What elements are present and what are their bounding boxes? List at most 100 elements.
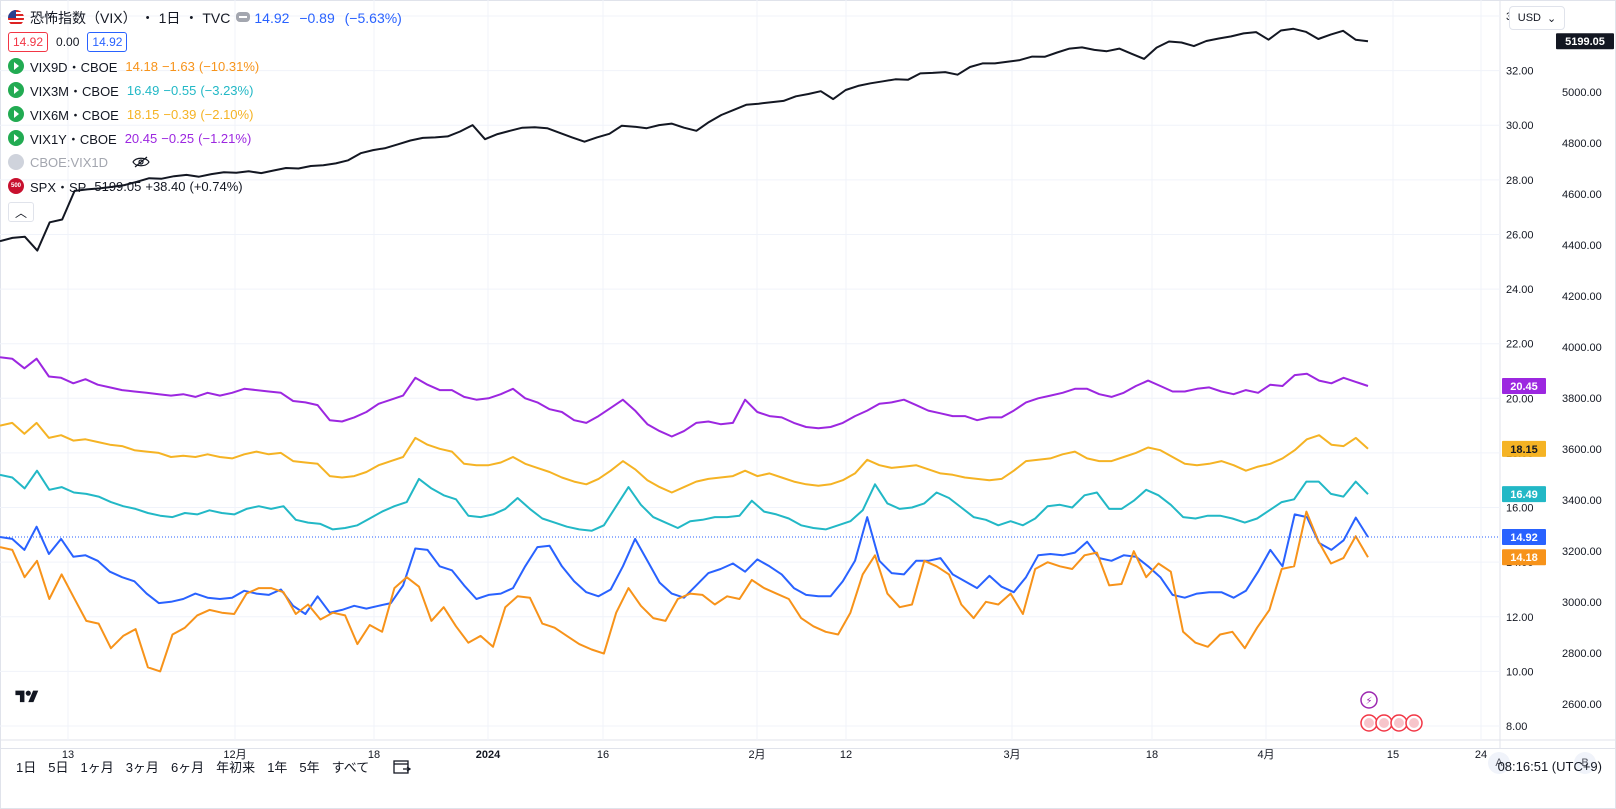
price-axis-left: 8.0010.0012.0014.0016.0018.0020.0022.002… bbox=[1506, 11, 1534, 733]
time-axis-tick-label: 18 bbox=[1146, 749, 1158, 761]
price-tag-bg bbox=[1556, 33, 1614, 50]
legend-values: 14.18 −1.63 (−10.31%) bbox=[125, 59, 263, 74]
legend-row[interactable]: CBOE:VIX1D bbox=[8, 150, 408, 174]
right-axis-tick-label: 4000.00 bbox=[1562, 342, 1602, 354]
legend-row[interactable]: 500 SPX・SP 5199.05 +38.40 (+0.74%) bbox=[8, 174, 408, 198]
header-values: 14.92 −0.89 (−5.63%) bbox=[254, 10, 407, 26]
clock-readout[interactable]: 08:16:51 (UTC+9) bbox=[1497, 759, 1602, 774]
time-axis-tick-label: 12月 bbox=[223, 749, 246, 761]
time-axis-tick-label: 16 bbox=[597, 749, 609, 761]
legend-values: 20.45 −0.25 (−1.21%) bbox=[125, 131, 256, 146]
currency-select[interactable]: USD ⌄ bbox=[1509, 6, 1565, 30]
left-axis-tick-label: 24.00 bbox=[1506, 284, 1534, 296]
right-axis-tick-label: 3600.00 bbox=[1562, 444, 1602, 456]
spx-icon: 500 bbox=[8, 178, 24, 194]
time-axis-tick-label: 15 bbox=[1387, 749, 1399, 761]
ohlc-row: 14.92 0.00 14.92 bbox=[8, 30, 408, 54]
series-line[interactable] bbox=[0, 421, 1369, 494]
range-button[interactable]: 5日 bbox=[48, 760, 69, 775]
legend-row[interactable]: VIX9D・CBOE 14.18 −1.63 (−10.31%) bbox=[8, 54, 408, 78]
range-button[interactable]: すべて bbox=[331, 760, 370, 775]
tradingview-logo-icon[interactable] bbox=[12, 688, 42, 706]
price-tag-label: 14.18 bbox=[1510, 552, 1538, 564]
right-axis-tick-label: 4200.00 bbox=[1562, 291, 1602, 303]
price-tag-label: 5199.05 bbox=[1565, 36, 1605, 48]
hide-legend-button[interactable] bbox=[236, 12, 250, 22]
hidden-eye-icon[interactable] bbox=[132, 156, 150, 168]
spread-value: 0.00 bbox=[56, 35, 80, 49]
right-axis-tick-label: 5000.00 bbox=[1562, 87, 1602, 99]
legend-change: −0.25 bbox=[161, 130, 195, 146]
price-change-pct: (−5.63%) bbox=[344, 10, 402, 26]
series-line[interactable] bbox=[0, 27, 1369, 252]
series-line[interactable] bbox=[0, 469, 1369, 532]
legend-row[interactable]: VIX1Y・CBOE 20.45 −0.25 (−1.21%) bbox=[8, 126, 408, 150]
chevron-up-icon: ︿ bbox=[14, 205, 27, 220]
symbol-icon bbox=[8, 106, 24, 122]
price-tags: 5199.05 20.45 18.15 16.49 14.92 14.18 ⚡ bbox=[1360, 33, 1614, 732]
price-tag-label: 16.49 bbox=[1510, 489, 1538, 501]
log-scale-button[interactable]: B bbox=[1574, 752, 1596, 774]
sell-price-box[interactable]: 14.92 bbox=[8, 32, 49, 52]
range-button[interactable]: 1年 bbox=[267, 760, 288, 775]
interval-label: 1日 bbox=[158, 10, 181, 26]
right-axis-tick-label: 2800.00 bbox=[1562, 648, 1602, 660]
right-axis-tick-label: 4600.00 bbox=[1562, 189, 1602, 201]
left-axis-tick-label: 8.00 bbox=[1506, 721, 1527, 733]
buy-price-box[interactable]: 14.92 bbox=[87, 32, 128, 52]
legend-values: 16.49 −0.55 (−3.23%) bbox=[127, 83, 258, 98]
range-button[interactable]: 3ヶ月 bbox=[125, 760, 159, 775]
price-tag-bg bbox=[1502, 440, 1546, 457]
left-axis-tick-label: 30.00 bbox=[1506, 120, 1534, 132]
range-button[interactable]: 5年 bbox=[299, 760, 320, 775]
legend-change: −0.39 bbox=[163, 106, 197, 122]
time-axis-tick-label: 2月 bbox=[748, 749, 765, 761]
flag-fill bbox=[1394, 718, 1404, 728]
price-tag-label: 14.92 bbox=[1510, 532, 1538, 544]
right-axis-tick-label: 3000.00 bbox=[1562, 597, 1602, 609]
legend-symbol-name: VIX9D・CBOE bbox=[30, 59, 118, 75]
left-axis-tick-label: 22.00 bbox=[1506, 339, 1534, 351]
event-lightning-icon[interactable] bbox=[1360, 691, 1378, 709]
grid-layer bbox=[0, 0, 1616, 748]
legend-symbol-name: VIX1Y・CBOE bbox=[30, 131, 117, 147]
range-button[interactable]: 1ヶ月 bbox=[80, 760, 114, 775]
time-axis-tick-label: 12 bbox=[840, 749, 852, 761]
legend-value: 16.49 bbox=[126, 82, 160, 98]
series-line[interactable] bbox=[0, 510, 1369, 673]
left-axis-tick-label: 12.00 bbox=[1506, 612, 1534, 624]
legend-title-row[interactable]: 恐怖指数（VIX） ・ 1日 ・ TVC 14.92 −0.89 (−5.63%… bbox=[8, 6, 408, 30]
symbol-icon bbox=[8, 58, 24, 74]
legend-symbol-name: VIX3M・CBOE bbox=[30, 83, 119, 99]
legend-pct: (+0.74%) bbox=[189, 178, 243, 194]
legend-change: −1.63 bbox=[161, 58, 195, 74]
time-axis-tick-label: 3月 bbox=[1003, 749, 1020, 761]
right-axis-tick-label: 3200.00 bbox=[1562, 546, 1602, 558]
range-button[interactable]: 6ヶ月 bbox=[170, 760, 205, 775]
legend-symbol-name: CBOE:VIX1D bbox=[30, 154, 109, 170]
flag-fill bbox=[1364, 718, 1374, 728]
price-tag-bg bbox=[1502, 529, 1546, 546]
currency-label: USD bbox=[1517, 12, 1541, 24]
calendar-goto-icon[interactable] bbox=[393, 759, 412, 775]
time-axis-tick-label: 18 bbox=[368, 749, 380, 761]
collapse-legend-button[interactable]: ︿ bbox=[8, 202, 34, 222]
right-axis-tick-label: 4800.00 bbox=[1562, 138, 1602, 150]
legend-pct: (−2.10%) bbox=[200, 106, 254, 122]
legend-row[interactable]: VIX3M・CBOE 16.49 −0.55 (−3.23%) bbox=[8, 78, 408, 102]
range-button[interactable]: 年初来 bbox=[216, 760, 256, 775]
range-button[interactable]: 1日 bbox=[16, 760, 37, 775]
source-label: TVC bbox=[202, 10, 231, 26]
series-line[interactable] bbox=[0, 513, 1369, 615]
legend-row[interactable]: VIX6M・CBOE 18.15 −0.39 (−2.10%) bbox=[8, 102, 408, 126]
us-flag-icon bbox=[8, 10, 24, 26]
symbol-title: 恐怖指数（VIX） bbox=[30, 10, 137, 26]
price-axis-right: 2600.00 2800.00 3000.00 3200.00 3400.00 3600.… bbox=[1562, 36, 1602, 711]
series-line[interactable] bbox=[0, 356, 1369, 438]
chevron-down-icon: ⌄ bbox=[1547, 12, 1557, 25]
auto-scale-button[interactable]: A bbox=[1488, 752, 1510, 774]
right-axis-tick-label: 2600.00 bbox=[1562, 699, 1602, 711]
left-axis-tick-label: 16.00 bbox=[1506, 503, 1534, 515]
price-tag-bg bbox=[1502, 486, 1546, 503]
